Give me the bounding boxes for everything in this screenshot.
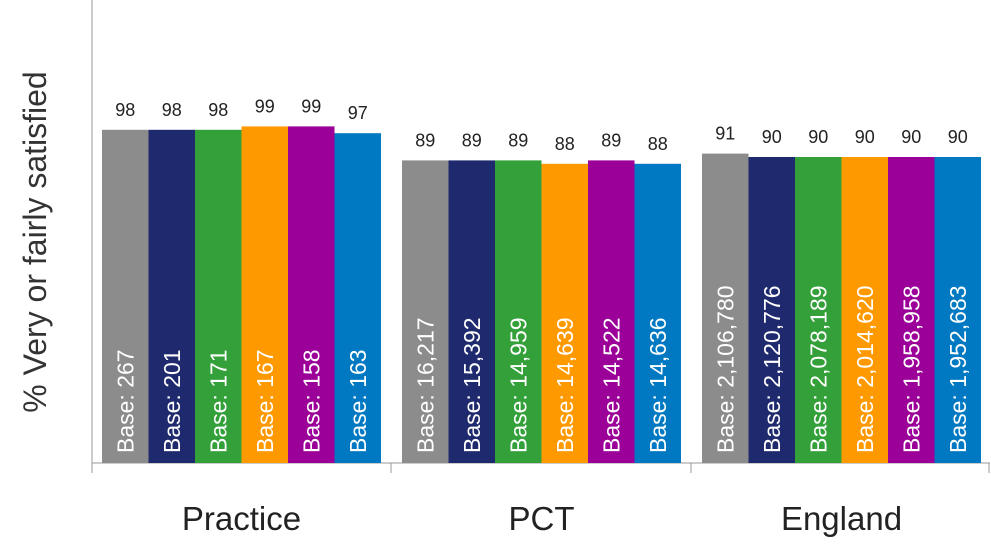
bar-pct-2 bbox=[448, 160, 495, 463]
value-label: 90 bbox=[948, 127, 968, 147]
bars bbox=[102, 126, 981, 464]
bar-practice-6 bbox=[334, 133, 381, 463]
base-label: Base: 163 bbox=[345, 349, 371, 453]
value-label: 89 bbox=[508, 130, 528, 150]
value-label: 98 bbox=[162, 100, 182, 120]
value-label: 89 bbox=[601, 130, 621, 150]
base-label: Base: 14,636 bbox=[645, 317, 671, 453]
base-label: Base: 14,959 bbox=[505, 317, 531, 453]
bar-england-6 bbox=[934, 157, 981, 463]
base-label: Base: 15,392 bbox=[459, 317, 485, 453]
bar-practice-4 bbox=[241, 126, 288, 464]
category-label-practice: Practice bbox=[182, 500, 301, 537]
base-label: Base: 2,106,780 bbox=[712, 285, 738, 453]
base-label: Base: 267 bbox=[112, 349, 138, 453]
bar-england-1 bbox=[702, 153, 749, 463]
bar-practice-5 bbox=[288, 126, 335, 464]
bar-england-5 bbox=[888, 157, 935, 463]
labels: 98 Base: 267 98 Base: 201 98 Base: 171 99 Base:… bbox=[112, 96, 971, 537]
base-label: Base: 171 bbox=[205, 349, 231, 453]
base-label: Base: 2,120,776 bbox=[759, 285, 785, 453]
value-label: 89 bbox=[462, 130, 482, 150]
value-label: 88 bbox=[555, 134, 575, 154]
value-label: 98 bbox=[208, 100, 228, 120]
bar-pct-3 bbox=[495, 160, 542, 463]
bar-england-2 bbox=[748, 157, 795, 463]
bar-pct-5 bbox=[588, 160, 635, 463]
bar-practice-2 bbox=[148, 129, 195, 464]
value-label: 90 bbox=[762, 127, 782, 147]
bar-pct-6 bbox=[634, 163, 681, 464]
bar-practice-3 bbox=[195, 129, 242, 464]
value-label: 98 bbox=[115, 100, 135, 120]
bar-pct-4 bbox=[541, 163, 588, 464]
bar-england-3 bbox=[795, 157, 842, 463]
value-label: 90 bbox=[808, 127, 828, 147]
base-label: Base: 2,014,620 bbox=[852, 285, 878, 453]
bar-practice-1 bbox=[102, 129, 149, 464]
value-label: 99 bbox=[301, 96, 321, 116]
base-label: Base: 16,217 bbox=[412, 317, 438, 453]
bar-pct-1 bbox=[402, 160, 449, 463]
base-label: Base: 14,639 bbox=[552, 317, 578, 453]
value-label: 91 bbox=[715, 124, 735, 144]
base-label: Base: 1,952,683 bbox=[945, 285, 971, 453]
base-label: Base: 167 bbox=[252, 349, 278, 453]
y-axis-label: % Very or fairly satisfied bbox=[17, 71, 53, 412]
value-label: 99 bbox=[255, 96, 275, 116]
base-label: Base: 1,958,958 bbox=[898, 285, 924, 453]
value-label: 90 bbox=[901, 127, 921, 147]
value-label: 88 bbox=[648, 134, 668, 154]
value-label: 89 bbox=[415, 130, 435, 150]
value-label: 90 bbox=[855, 127, 875, 147]
base-label: Base: 201 bbox=[159, 349, 185, 453]
base-label: Base: 14,522 bbox=[598, 317, 624, 453]
category-label-pct: PCT bbox=[509, 500, 575, 537]
base-label: Base: 2,078,189 bbox=[805, 285, 831, 453]
bar-england-4 bbox=[841, 157, 888, 463]
base-label: Base: 158 bbox=[298, 349, 324, 453]
value-label: 97 bbox=[348, 103, 368, 123]
category-label-england: England bbox=[781, 500, 902, 537]
